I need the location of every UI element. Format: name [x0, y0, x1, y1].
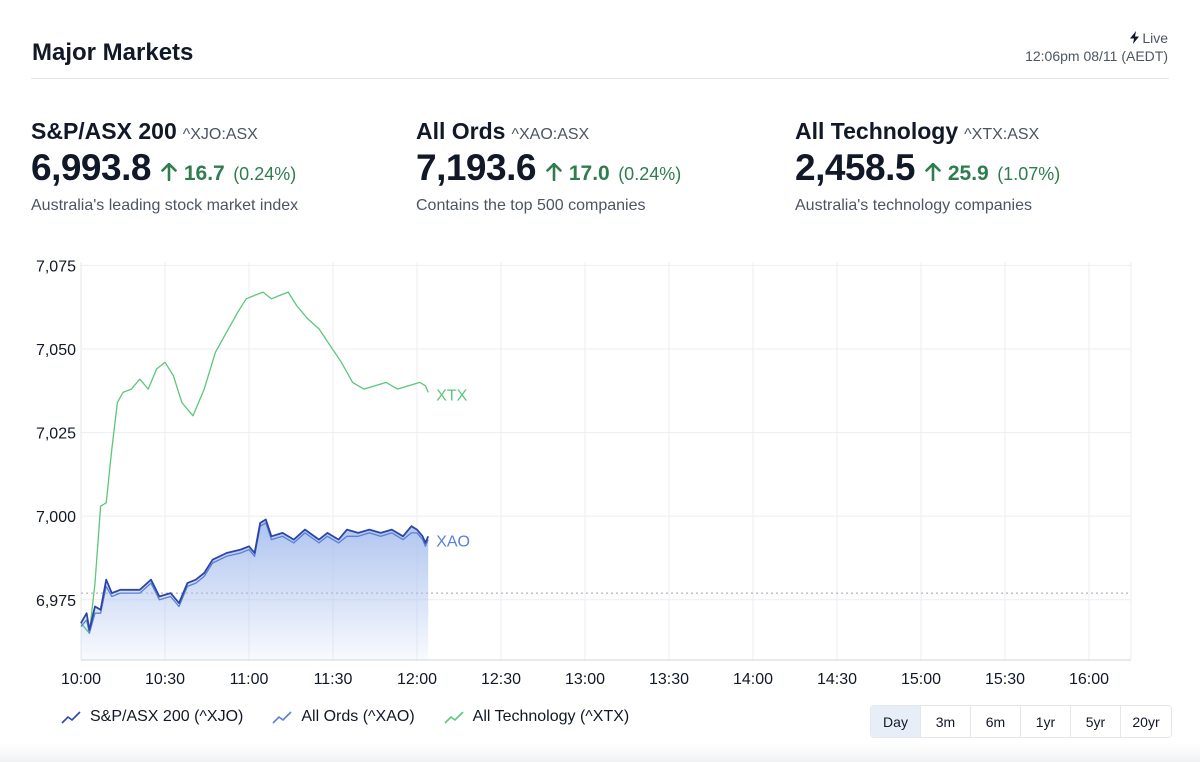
- period-button-20yr[interactable]: 20yr: [1121, 706, 1171, 737]
- lightning-bolt-icon: [1130, 31, 1140, 44]
- x-tick-label: 11:30: [314, 671, 353, 688]
- header: Major Markets Live 12:06pm 08/11 (AEDT): [31, 0, 1169, 79]
- y-tick-label: 7,050: [36, 342, 76, 359]
- index-card-xao[interactable]: All Ords ^XAO:ASX 7,193.6 17.0 (0.24%) Co…: [416, 118, 681, 215]
- index-change: 17.0: [568, 162, 610, 185]
- period-button-5yr[interactable]: 5yr: [1071, 706, 1121, 737]
- x-tick-label: 14:00: [733, 671, 773, 688]
- legend-label: All Technology (^XTX): [472, 708, 630, 725]
- index-name: S&P/ASX 200: [31, 118, 177, 144]
- y-tick-label: 7,075: [36, 258, 76, 275]
- index-name: All Technology: [795, 118, 959, 144]
- index-card-xtx[interactable]: All Technology ^XTX:ASX 2,458.5 25.9 (1.0…: [795, 118, 1060, 215]
- index-code: ^XAO:ASX: [511, 126, 590, 143]
- series-end-label-xtx: XTX: [436, 387, 467, 404]
- index-summary: S&P/ASX 200 ^XJO:ASX 6,993.8 16.7 (0.24%)…: [31, 118, 1171, 228]
- line-series-icon: [61, 711, 81, 724]
- y-tick-label: 7,000: [36, 509, 76, 526]
- x-tick-label: 12:00: [397, 671, 437, 688]
- y-tick-label: 6,975: [36, 593, 76, 610]
- index-value: 7,193.6: [416, 147, 536, 188]
- x-tick-label: 10:30: [145, 671, 185, 688]
- period-button-1yr[interactable]: 1yr: [1021, 706, 1071, 737]
- index-card-xjo[interactable]: S&P/ASX 200 ^XJO:ASX 6,993.8 16.7 (0.24%)…: [31, 118, 298, 215]
- x-tick-label: 15:30: [985, 671, 1025, 688]
- index-change-pct: (0.24%): [618, 164, 682, 184]
- index-name: All Ords: [416, 118, 506, 144]
- series-line-xjo: [80, 518, 430, 631]
- live-status: Live 12:06pm 08/11 (AEDT): [1025, 29, 1168, 65]
- index-value: 6,993.8: [31, 147, 151, 188]
- y-tick-label: 7,025: [36, 426, 76, 443]
- arrow-up-icon: [925, 163, 942, 181]
- legend-label: All Ords (^XAO): [301, 708, 415, 725]
- chart-legend: S&P/ASX 200 (^XJO) All Ords (^XAO) All T…: [60, 705, 657, 729]
- index-code: ^XJO:ASX: [182, 126, 258, 143]
- series-line-xtx: [80, 291, 429, 634]
- x-tick-label: 16:00: [1069, 671, 1109, 688]
- index-change-pct: (0.24%): [233, 164, 297, 184]
- index-description: Australia's leading stock market index: [31, 197, 299, 214]
- index-code: ^XTX:ASX: [964, 126, 1040, 143]
- series-end-label-xao: XAO: [436, 534, 470, 551]
- x-tick-label: 13:00: [565, 671, 605, 688]
- market-chart[interactable]: 10:00 10:30 11:00 11:30 12:00 12:30 13:00 13:30…: [0, 245, 1200, 700]
- period-button-day[interactable]: Day: [871, 706, 921, 737]
- line-series-icon: [272, 711, 292, 724]
- period-selector: Day 3m 6m 1yr 5yr 20yr: [870, 705, 1172, 738]
- index-change: 16.7: [183, 162, 225, 185]
- index-change-pct: (1.07%): [997, 164, 1061, 184]
- timestamp: 12:06pm 08/11 (AEDT): [1025, 48, 1168, 64]
- legend-item-xtx[interactable]: All Technology (^XTX): [443, 708, 630, 726]
- period-button-6m[interactable]: 6m: [971, 706, 1021, 737]
- x-tick-label: 15:00: [901, 671, 941, 688]
- series-line-xao: [80, 522, 429, 634]
- arrow-up-icon: [161, 163, 178, 181]
- index-value: 2,458.5: [795, 147, 915, 188]
- x-tick-label: 14:30: [817, 671, 857, 688]
- index-change: 25.9: [947, 162, 989, 185]
- x-tick-label: 11:00: [230, 671, 269, 688]
- index-description: Australia's technology companies: [795, 197, 1032, 214]
- x-tick-label: 12:30: [481, 671, 521, 688]
- line-series-icon: [444, 711, 464, 724]
- arrow-up-icon: [546, 163, 563, 181]
- xjo-area-fill: [81, 519, 429, 660]
- legend-item-xjo[interactable]: S&P/ASX 200 (^XJO): [60, 708, 243, 726]
- live-label: Live: [1142, 30, 1168, 46]
- page-title: Major Markets: [32, 39, 194, 66]
- x-tick-label: 13:30: [649, 671, 689, 688]
- legend-label: S&P/ASX 200 (^XJO): [90, 708, 244, 725]
- bottom-shadow: [0, 744, 1200, 762]
- index-description: Contains the top 500 companies: [416, 197, 646, 214]
- x-tick-label: 10:00: [61, 671, 101, 688]
- period-button-3m[interactable]: 3m: [921, 706, 971, 737]
- legend-item-xao[interactable]: All Ords (^XAO): [271, 708, 415, 726]
